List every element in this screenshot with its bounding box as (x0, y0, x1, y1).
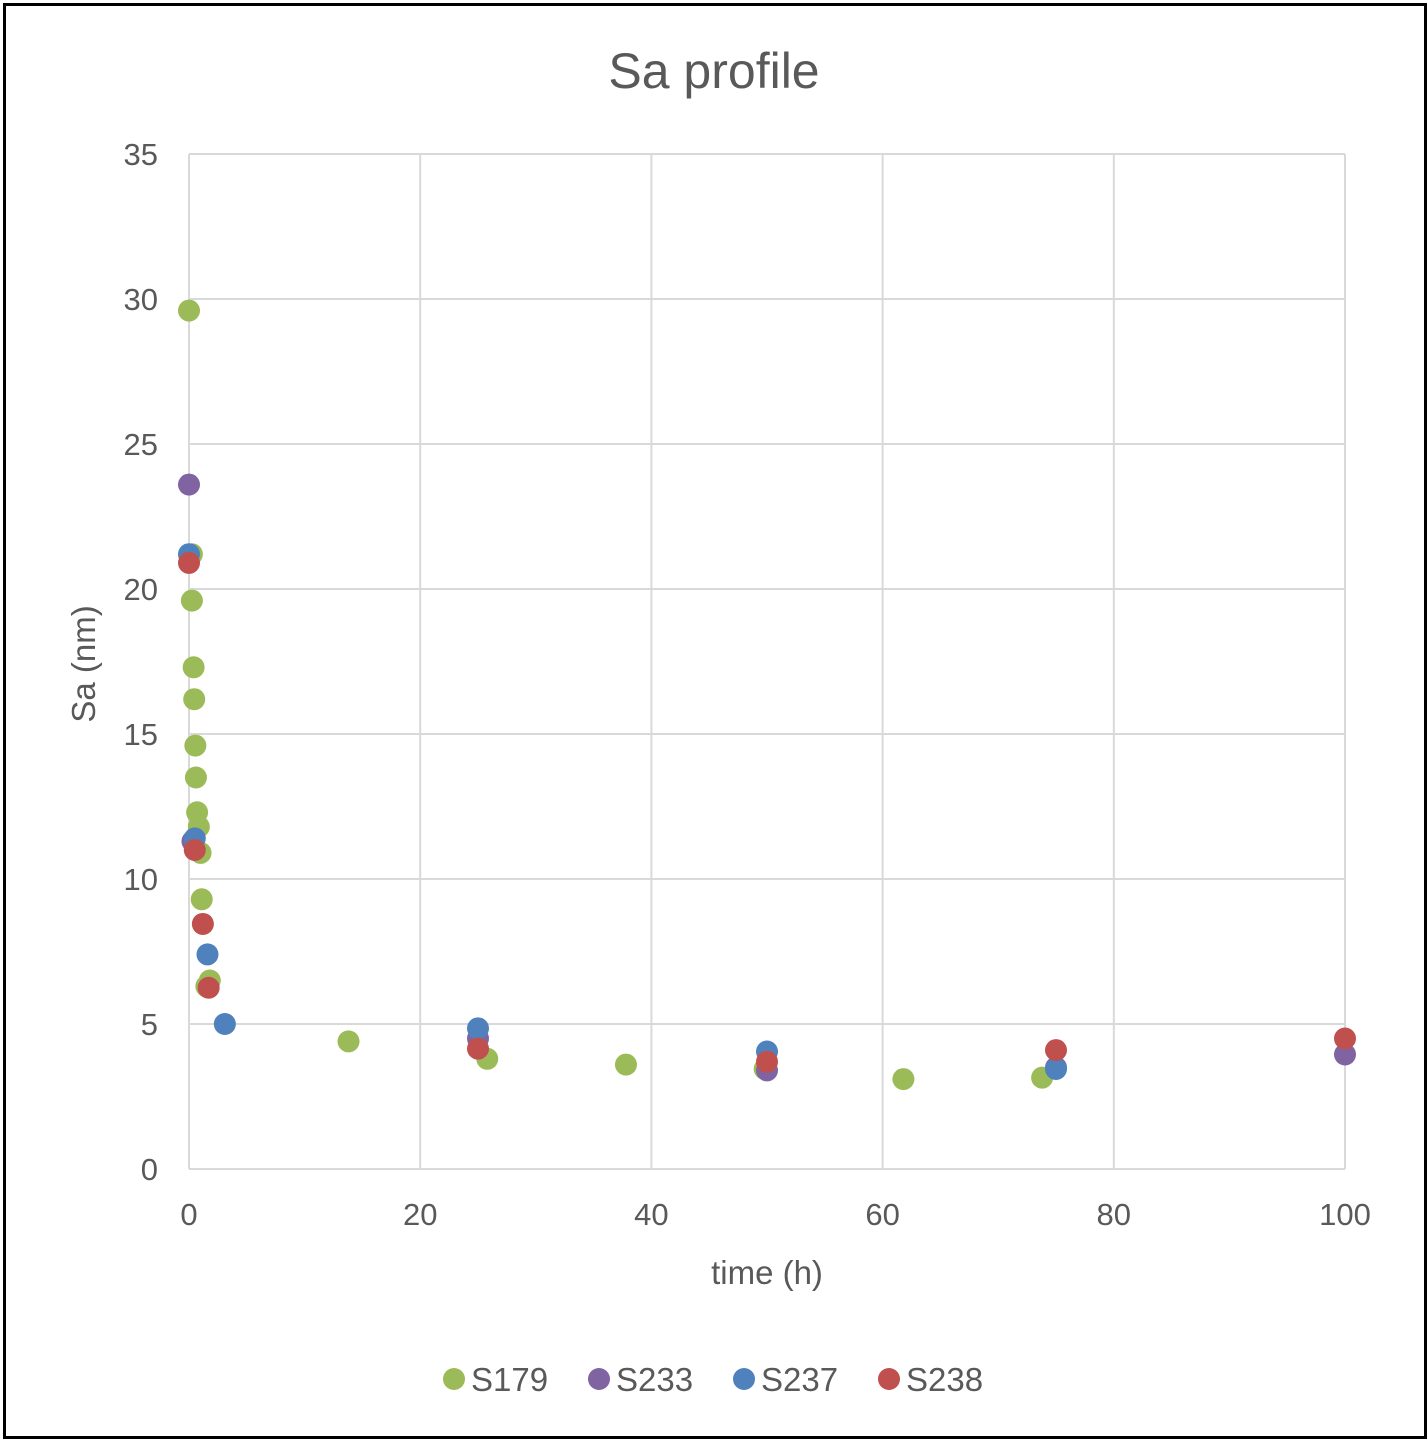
x-tick-label: 100 (1319, 1197, 1371, 1232)
data-point (756, 1050, 778, 1073)
data-point (191, 912, 214, 935)
data-point (184, 766, 207, 789)
data-point (892, 1068, 915, 1091)
series-s238 (178, 551, 1356, 1073)
data-point (467, 1017, 489, 1040)
legend-label: S179 (471, 1361, 548, 1398)
y-tick-label: 10 (124, 862, 158, 897)
series-s179 (178, 299, 1054, 1091)
series-s237 (178, 543, 1067, 1080)
data-point (196, 943, 219, 966)
x-tick-label: 20 (403, 1197, 437, 1232)
y-tick-label: 20 (124, 572, 158, 607)
y-tick-label: 30 (124, 282, 158, 317)
data-point (614, 1053, 637, 1076)
legend-marker (443, 1368, 465, 1390)
gridlines (188, 153, 1346, 1170)
legend-item: S238 (878, 1361, 983, 1398)
data-point (178, 299, 200, 322)
data-points (178, 299, 1356, 1091)
data-point (197, 976, 220, 999)
y-tick-label: 0 (141, 1152, 158, 1187)
x-tick-labels: 0 20 40 60 80 100 (180, 1197, 1370, 1232)
legend-marker (733, 1368, 755, 1390)
data-point (180, 589, 203, 612)
data-point (183, 688, 206, 711)
legend-item: S237 (733, 1361, 838, 1398)
legend-item: S179 (443, 1361, 548, 1398)
chart-title: Sa profile (608, 43, 819, 99)
x-tick-label: 60 (865, 1197, 899, 1232)
data-point (1334, 1043, 1356, 1066)
data-point (1045, 1039, 1067, 1062)
x-tick-label: 40 (634, 1197, 668, 1232)
x-axis-label: time (h) (711, 1254, 823, 1291)
y-tick-labels: 0 5 10 15 20 25 30 35 (124, 137, 158, 1187)
y-tick-label: 25 (124, 427, 158, 462)
legend-label: S233 (616, 1361, 693, 1398)
legend-label: S238 (906, 1361, 983, 1398)
data-point (178, 473, 200, 496)
data-point (1045, 1057, 1067, 1080)
data-point (183, 839, 206, 861)
series-s233 (178, 473, 1356, 1082)
data-point (178, 551, 200, 574)
legend-marker (588, 1368, 610, 1390)
data-point (184, 734, 207, 757)
y-tick-label: 15 (124, 717, 158, 752)
legend: S179 S233 S237 S238 (443, 1361, 983, 1398)
legend-marker (878, 1368, 900, 1390)
data-point (182, 656, 205, 679)
x-tick-label: 80 (1097, 1197, 1131, 1232)
data-point (467, 1037, 489, 1060)
y-tick-label: 35 (124, 137, 158, 172)
data-point (213, 1013, 236, 1035)
legend-label: S237 (761, 1361, 838, 1398)
x-tick-label: 0 (180, 1197, 197, 1232)
data-point (337, 1030, 360, 1053)
data-point (1334, 1027, 1356, 1050)
y-axis-label: Sa (nm) (65, 605, 102, 722)
legend-item: S233 (588, 1361, 693, 1398)
data-point (190, 888, 213, 911)
y-tick-label: 5 (141, 1007, 158, 1042)
chart-frame (3, 3, 1427, 1439)
